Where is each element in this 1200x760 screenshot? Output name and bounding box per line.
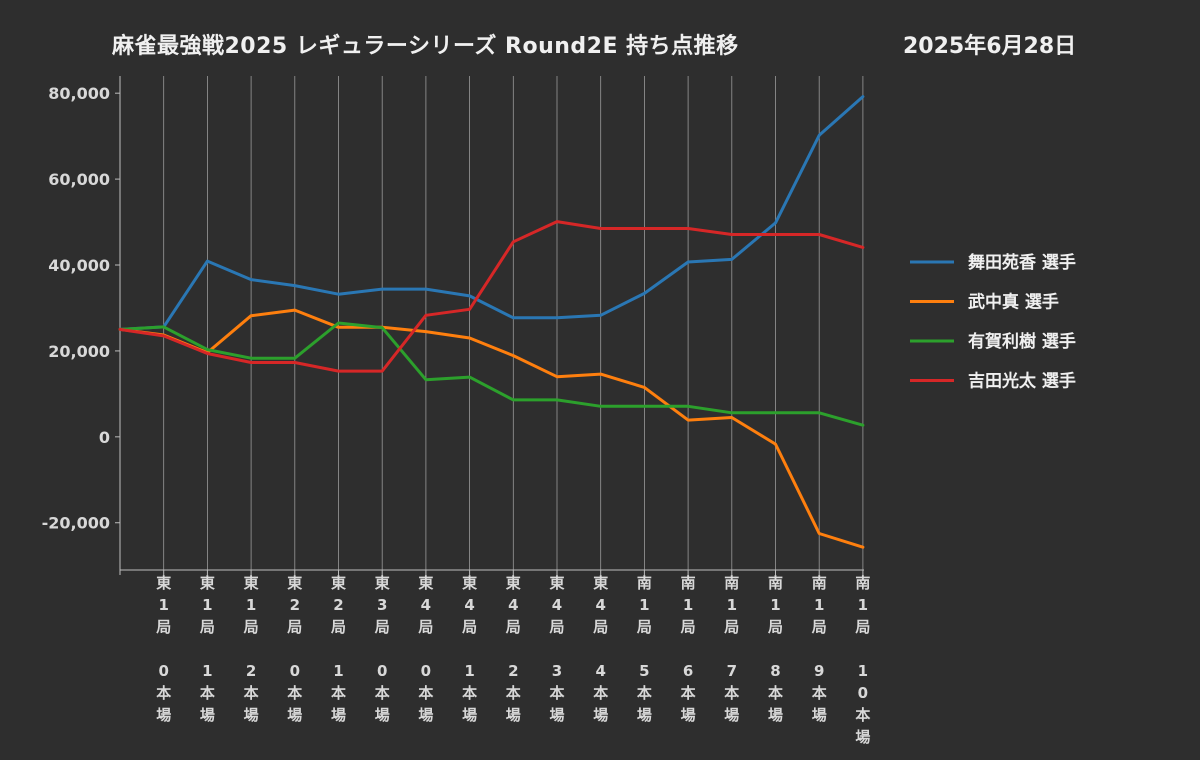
y-tick-label: 20,000	[48, 342, 110, 361]
x-tick-label: 南 1 局 6 本場	[680, 574, 696, 724]
x-tick-label: 東 1 局 2 本場	[243, 574, 259, 724]
x-tick-label: 南 1 局 8 本場	[767, 574, 783, 724]
legend-label: 吉田光太 選手	[968, 371, 1076, 392]
x-tick-label: 南 1 局 1 0 本場	[854, 574, 870, 746]
title-bar: 麻雀最強戦2025 レギュラーシリーズ Round2E 持ち点推移 2025年6…	[0, 28, 1200, 62]
x-tick-label: 東 4 局 0 本場	[417, 574, 433, 724]
x-tick-label: 東 1 局 0 本場	[155, 574, 171, 724]
legend-label: 舞田苑香 選手	[968, 252, 1076, 273]
x-tick-label: 東 4 局 4 本場	[592, 574, 608, 724]
series-line	[118, 308, 865, 549]
x-tick-label: 東 2 局 0 本場	[286, 574, 302, 724]
series-line	[118, 321, 865, 427]
x-tick-label: 南 1 局 7 本場	[723, 574, 739, 724]
legend-label: 有賀利樹 選手	[968, 331, 1076, 352]
x-tick-label: 東 2 局 1 本場	[330, 574, 346, 724]
series-line	[118, 220, 865, 373]
series-line	[118, 95, 865, 331]
y-tick-label: 80,000	[48, 84, 110, 103]
x-tick-label: 南 1 局 5 本場	[636, 574, 652, 724]
y-tick-label: 40,000	[48, 256, 110, 275]
x-tick-label: 東 1 局 1 本場	[199, 574, 215, 724]
legend-label: 武中真 選手	[968, 292, 1059, 313]
x-tick-label: 東 3 局 0 本場	[374, 574, 390, 724]
y-tick-label: 60,000	[48, 170, 110, 189]
chart-title: 麻雀最強戦2025 レギュラーシリーズ Round2E 持ち点推移	[112, 34, 739, 59]
x-tick-label: 東 4 局 1 本場	[461, 574, 477, 724]
chart-date: 2025年6月28日	[903, 34, 1077, 59]
y-tick-label: 0	[99, 428, 110, 447]
y-tick-label: -20,000	[42, 514, 110, 533]
x-tick-label: 南 1 局 9 本場	[811, 574, 827, 724]
x-tick-label: 東 4 局 2 本場	[505, 574, 521, 724]
x-tick-label: 東 4 局 3 本場	[548, 574, 564, 724]
